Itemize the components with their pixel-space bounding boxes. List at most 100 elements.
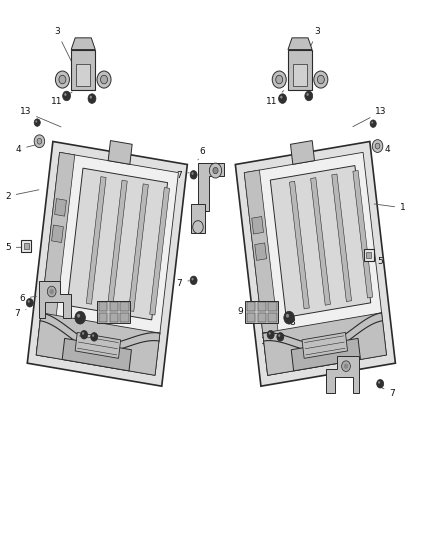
Circle shape	[344, 364, 348, 369]
Text: 3: 3	[299, 28, 321, 69]
Bar	[99, 302, 107, 311]
Text: 7: 7	[177, 172, 189, 180]
Polygon shape	[86, 176, 106, 304]
Polygon shape	[255, 243, 267, 261]
Polygon shape	[150, 188, 170, 315]
Bar	[364, 249, 374, 261]
Bar	[245, 301, 279, 323]
Circle shape	[63, 91, 71, 101]
Text: 2: 2	[5, 190, 39, 200]
Text: 4: 4	[16, 144, 37, 154]
Bar	[268, 313, 277, 322]
Bar	[288, 50, 312, 90]
Polygon shape	[62, 338, 131, 371]
Bar	[191, 204, 205, 233]
Bar	[24, 243, 29, 249]
Circle shape	[268, 332, 271, 335]
Circle shape	[375, 143, 380, 149]
Polygon shape	[235, 141, 396, 386]
Circle shape	[82, 332, 84, 335]
Polygon shape	[198, 163, 224, 211]
Polygon shape	[108, 141, 132, 164]
Polygon shape	[326, 356, 359, 393]
Text: 13: 13	[20, 108, 61, 127]
Polygon shape	[129, 184, 148, 311]
Polygon shape	[311, 177, 330, 305]
Polygon shape	[36, 152, 178, 375]
Bar	[247, 302, 255, 311]
Text: 11: 11	[261, 337, 272, 345]
Polygon shape	[75, 333, 120, 358]
Polygon shape	[107, 180, 127, 308]
Bar	[258, 313, 266, 322]
Circle shape	[286, 314, 289, 318]
Circle shape	[37, 139, 42, 144]
Circle shape	[55, 71, 69, 88]
Polygon shape	[67, 168, 168, 320]
Text: 13: 13	[353, 108, 387, 127]
Bar	[97, 301, 131, 323]
Text: 9: 9	[117, 308, 134, 316]
Bar	[258, 302, 266, 311]
Polygon shape	[353, 171, 373, 298]
Bar	[247, 313, 255, 322]
Circle shape	[64, 93, 67, 96]
Text: 12: 12	[192, 213, 204, 222]
Text: 7: 7	[14, 309, 26, 318]
Circle shape	[278, 334, 280, 337]
Circle shape	[280, 96, 283, 99]
Polygon shape	[332, 174, 352, 302]
Bar	[110, 313, 118, 322]
Circle shape	[26, 298, 33, 307]
Polygon shape	[302, 333, 347, 358]
Polygon shape	[71, 38, 95, 50]
Bar	[366, 252, 371, 257]
Polygon shape	[270, 166, 371, 317]
Circle shape	[193, 221, 203, 233]
Circle shape	[279, 94, 286, 103]
Polygon shape	[290, 181, 309, 309]
Polygon shape	[288, 38, 312, 50]
Text: 6: 6	[19, 294, 37, 303]
Circle shape	[47, 286, 56, 297]
Text: 5: 5	[371, 257, 383, 265]
Circle shape	[213, 167, 218, 174]
Polygon shape	[244, 170, 283, 375]
Text: 3: 3	[54, 28, 75, 69]
Circle shape	[191, 172, 194, 175]
Text: 11: 11	[74, 336, 85, 345]
Polygon shape	[55, 199, 67, 216]
Circle shape	[314, 71, 328, 88]
Circle shape	[191, 278, 194, 280]
Text: 10: 10	[121, 233, 155, 241]
Text: 11: 11	[266, 91, 284, 106]
Circle shape	[34, 119, 40, 126]
Bar	[71, 50, 95, 90]
Polygon shape	[263, 313, 386, 375]
Text: 5: 5	[5, 243, 25, 252]
Bar	[293, 63, 307, 86]
Text: 11: 11	[51, 92, 72, 106]
Circle shape	[28, 300, 30, 303]
Text: 7: 7	[177, 279, 189, 288]
Text: 8: 8	[76, 318, 82, 327]
Bar	[110, 302, 118, 311]
Circle shape	[77, 314, 80, 318]
Text: 4: 4	[375, 145, 390, 154]
Circle shape	[100, 75, 107, 84]
Circle shape	[276, 75, 283, 84]
Circle shape	[34, 135, 45, 148]
Circle shape	[305, 91, 313, 101]
Text: 8: 8	[290, 318, 296, 327]
Circle shape	[377, 379, 384, 388]
Circle shape	[372, 140, 383, 152]
Circle shape	[307, 93, 309, 96]
Circle shape	[49, 289, 54, 294]
Circle shape	[190, 276, 197, 285]
Circle shape	[209, 163, 222, 178]
Circle shape	[284, 311, 294, 324]
Circle shape	[371, 122, 373, 124]
Circle shape	[272, 71, 286, 88]
Circle shape	[342, 361, 350, 372]
Text: 6: 6	[198, 148, 205, 160]
